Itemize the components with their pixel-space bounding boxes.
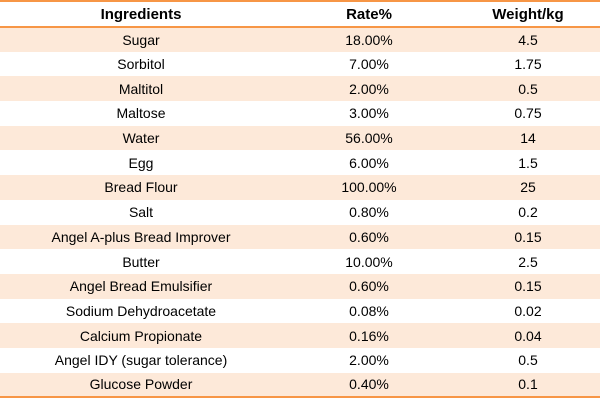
rate-cell: 100.00%: [282, 175, 456, 200]
table-row: Salt 0.80% 0.2: [0, 199, 600, 225]
table-row: Angel A-plus Bread Improver 0.60% 0.15: [0, 224, 600, 250]
weight-cell: 0.15: [456, 273, 600, 299]
ingredient-cell: Maltose: [0, 101, 282, 126]
rate-cell: 0.40%: [282, 372, 456, 398]
rate-cell: 0.60%: [282, 273, 456, 299]
ingredient-cell: Salt: [0, 199, 282, 225]
weight-cell: 0.5: [456, 347, 600, 373]
table-row: Butter 10.00% 2.5: [0, 249, 600, 274]
table-row: Maltose 3.00% 0.75: [0, 101, 600, 126]
weight-cell: 1.75: [456, 51, 600, 77]
ingredient-cell: Glucose Powder: [0, 372, 282, 398]
weight-cell: 0.15: [456, 224, 600, 250]
ingredient-cell: Calcium Propionate: [0, 323, 282, 348]
rate-cell: 10.00%: [282, 249, 456, 274]
weight-cell: 0.5: [456, 76, 600, 102]
table-row: Water 56.00% 14: [0, 125, 600, 151]
weight-cell: 0.75: [456, 101, 600, 126]
table-row: Glucose Powder 0.40% 0.1: [0, 372, 600, 398]
table-row: Calcium Propionate 0.16% 0.04: [0, 323, 600, 348]
weight-cell: 0.2: [456, 199, 600, 225]
ingredient-cell: Butter: [0, 249, 282, 274]
rate-cell: 0.16%: [282, 323, 456, 348]
rate-cell: 6.00%: [282, 150, 456, 176]
rate-cell: 2.00%: [282, 76, 456, 102]
ingredient-cell: Egg: [0, 150, 282, 176]
ingredient-cell: Sodium Dehydroacetate: [0, 298, 282, 324]
ingredient-cell: Maltitol: [0, 76, 282, 102]
weight-cell: 4.5: [456, 27, 600, 52]
ingredient-cell: Sorbitol: [0, 51, 282, 77]
weight-cell: 0.1: [456, 372, 600, 398]
table-row: Sorbitol 7.00% 1.75: [0, 51, 600, 77]
rate-cell: 0.08%: [282, 298, 456, 324]
table-row: Sodium Dehydroacetate 0.08% 0.02: [0, 298, 600, 324]
rate-cell: 18.00%: [282, 27, 456, 52]
table-row: Egg 6.00% 1.5: [0, 150, 600, 176]
col-header-ingredients: Ingredients: [0, 1, 282, 28]
rate-cell: 3.00%: [282, 101, 456, 126]
weight-cell: 25: [456, 175, 600, 200]
ingredient-cell: Angel IDY (sugar tolerance): [0, 347, 282, 373]
ingredient-cell: Water: [0, 125, 282, 151]
table-row: Angel IDY (sugar tolerance) 2.00% 0.5: [0, 347, 600, 373]
ingredient-cell: Angel Bread Emulsifier: [0, 273, 282, 299]
ingredient-cell: Bread Flour: [0, 175, 282, 200]
table-row: Sugar 18.00% 4.5: [0, 27, 600, 52]
table-row: Angel Bread Emulsifier 0.60% 0.15: [0, 273, 600, 299]
weight-cell: 0.04: [456, 323, 600, 348]
rate-cell: 7.00%: [282, 51, 456, 77]
rate-cell: 56.00%: [282, 125, 456, 151]
table-body: Sugar 18.00% 4.5 Sorbitol 7.00% 1.75 Maltitol 2…: [0, 27, 600, 398]
weight-cell: 2.5: [456, 249, 600, 274]
table-row: Bread Flour 100.00% 25: [0, 175, 600, 200]
weight-cell: 14: [456, 125, 600, 151]
ingredient-cell: Sugar: [0, 27, 282, 52]
ingredient-cell: Angel A-plus Bread Improver: [0, 224, 282, 250]
weight-cell: 1.5: [456, 150, 600, 176]
rate-cell: 0.80%: [282, 199, 456, 225]
col-header-weight: Weight/kg: [456, 1, 600, 28]
weight-cell: 0.02: [456, 298, 600, 324]
rate-cell: 2.00%: [282, 347, 456, 373]
col-header-rate: Rate%: [282, 1, 456, 28]
ingredients-table: Ingredients Rate% Weight/kg Sugar 18.00% 4…: [0, 0, 600, 399]
header-row: Ingredients Rate% Weight/kg: [0, 1, 600, 28]
table-row: Maltitol 2.00% 0.5: [0, 76, 600, 102]
rate-cell: 0.60%: [282, 224, 456, 250]
